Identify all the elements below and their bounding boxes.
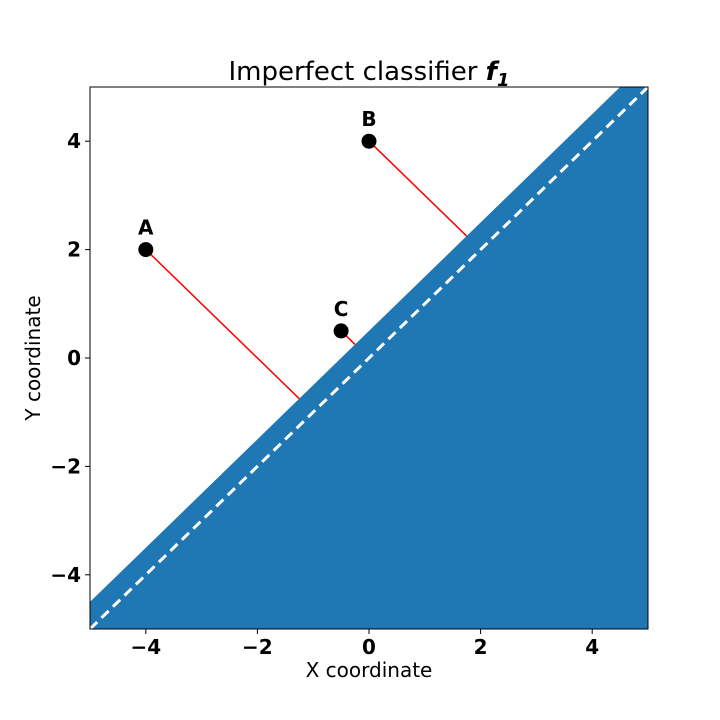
- chart-title-symbol: f: [486, 57, 501, 87]
- y-tick-label: 2: [67, 238, 81, 262]
- chart-title-subscript: 1: [497, 70, 510, 91]
- x-tick-label: 0: [362, 635, 376, 659]
- point-label-b: B: [361, 107, 376, 131]
- decision-boundary-line: [90, 87, 648, 629]
- chart-title-text: Imperfect classifier: [228, 57, 485, 87]
- x-tick-label: 4: [585, 635, 599, 659]
- distance-line-a: [145, 249, 300, 400]
- x-axis-label: X coordinate: [306, 658, 433, 682]
- y-tick-label: −4: [50, 563, 81, 587]
- y-tick-label: 4: [67, 129, 81, 153]
- point-a: [138, 242, 154, 258]
- x-tick-label: 2: [474, 635, 488, 659]
- point-label-c: C: [334, 297, 349, 321]
- plot-inner: [90, 87, 648, 629]
- y-tick-label: −2: [50, 454, 81, 478]
- point-c: [333, 323, 349, 339]
- distance-line-b: [368, 140, 468, 237]
- x-tick-label: −4: [130, 635, 161, 659]
- x-tick-label: −2: [242, 635, 273, 659]
- y-tick-label: 0: [67, 346, 81, 370]
- plot-area: A B C: [90, 87, 648, 629]
- y-axis-label: Y coordinate: [21, 295, 45, 421]
- point-label-a: A: [138, 216, 154, 240]
- chart-title: Imperfect classifier f1: [228, 57, 509, 91]
- axes: −4 −2 0 2 4 −4 −2 0 2 4: [50, 86, 649, 659]
- classifier-region: [90, 87, 648, 629]
- point-b: [361, 133, 377, 149]
